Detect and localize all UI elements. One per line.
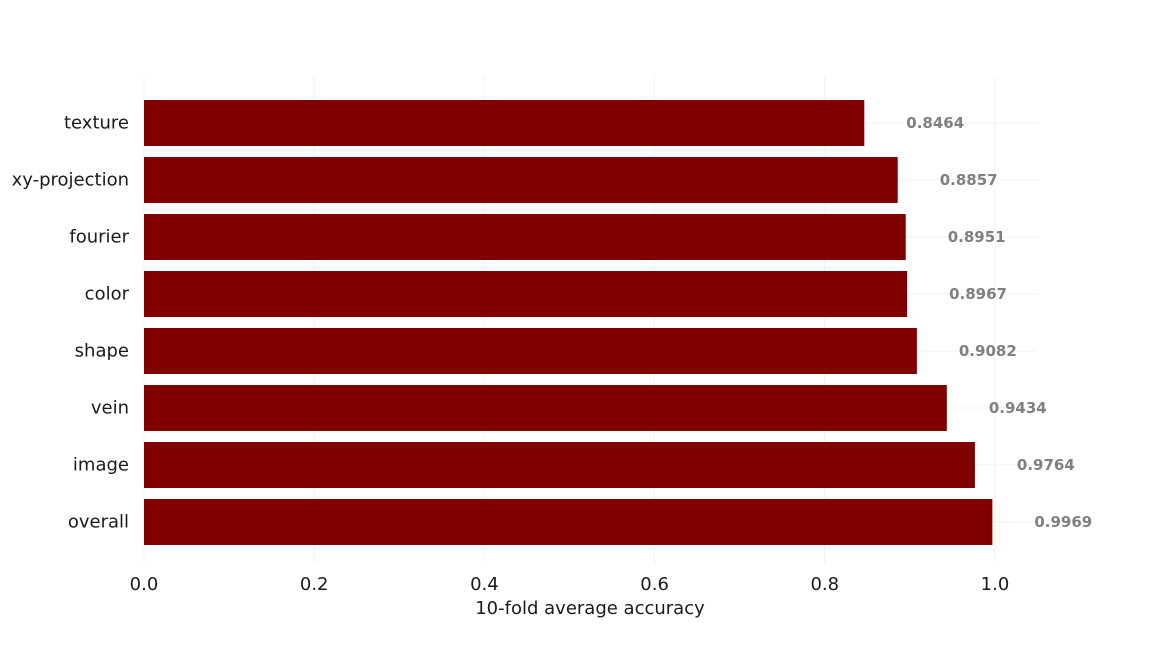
category-label-color: color (85, 284, 130, 305)
x-axis-title: 10-fold average accuracy (475, 598, 705, 619)
category-label-image: image (73, 455, 129, 476)
value-label-xy-projection: 0.8857 (940, 171, 998, 189)
category-label-texture: texture (64, 113, 129, 134)
value-label-fourier: 0.8951 (948, 228, 1006, 246)
bar-overall (144, 499, 993, 545)
x-tick-label: 0.4 (470, 574, 499, 595)
bar-shape (144, 328, 917, 374)
bar-image (144, 442, 975, 488)
value-label-overall: 0.9969 (1034, 513, 1092, 531)
grid (143, 76, 1038, 563)
x-tick-label: 0.6 (640, 574, 669, 595)
category-label-shape: shape (75, 341, 129, 362)
x-tick-label: 0.2 (300, 574, 329, 595)
category-label-vein: vein (91, 398, 129, 419)
x-tick-label: 0.8 (810, 574, 839, 595)
category-label-xy-projection: xy-projection (12, 170, 129, 191)
bar-vein (144, 385, 947, 431)
bar-xy-projection (144, 157, 898, 203)
category-label-fourier: fourier (69, 227, 129, 248)
category-labels: texture xy-projection fourier color shape vei… (12, 113, 130, 533)
value-label-image: 0.9764 (1017, 456, 1075, 474)
value-label-vein: 0.9434 (989, 399, 1047, 417)
bars (144, 100, 993, 545)
bar-fourier (144, 214, 906, 260)
value-label-shape: 0.9082 (959, 342, 1017, 360)
bar-texture (144, 100, 865, 146)
x-tick-label: 1.0 (981, 574, 1010, 595)
category-label-overall: overall (68, 512, 129, 533)
bar-color (144, 271, 908, 317)
x-tick-label: 0.0 (130, 574, 159, 595)
x-axis-ticks: 0.0 0.2 0.4 0.6 0.8 1.0 (130, 574, 1010, 595)
value-label-color: 0.8967 (949, 285, 1007, 303)
value-label-texture: 0.8464 (906, 114, 964, 132)
value-labels: 0.8464 0.8857 0.8951 0.8967 0.9082 0.9434 0.97… (906, 114, 1092, 531)
